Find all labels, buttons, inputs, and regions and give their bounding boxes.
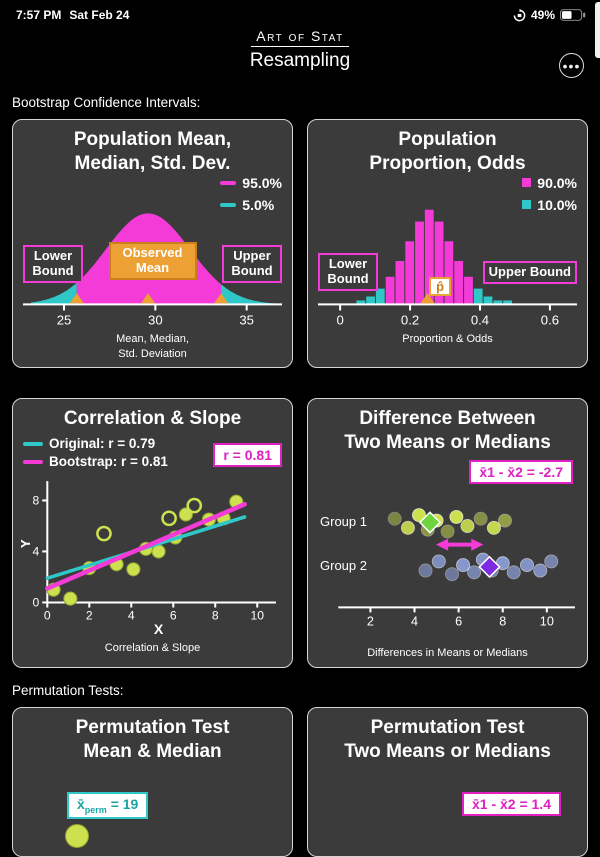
lower-bound-label: Lower Bound bbox=[23, 244, 83, 283]
card-caption: Mean, Median, Std. Deviation bbox=[116, 333, 189, 360]
scatter-chart: 0 2 4 6 8 10 0 4 8 X Y bbox=[21, 473, 284, 637]
svg-text:Y: Y bbox=[21, 539, 34, 549]
badge-row: x̄1 - x̄2 = -2.7 bbox=[316, 456, 579, 484]
legend-label-5: 5.0% bbox=[242, 196, 275, 213]
card-title: Correlation & Slope bbox=[63, 407, 242, 429]
card-title: Permutation Test Mean & Median bbox=[75, 716, 230, 762]
card-caption: Proportion & Odds bbox=[402, 333, 493, 346]
badge-row: x̄perm = 19 bbox=[67, 792, 284, 819]
dotplot-chart: 2 4 6 8 10 Group 1 Group 2 bbox=[316, 488, 579, 643]
upper-bound-label: Upper Bound bbox=[222, 244, 282, 283]
svg-text:10: 10 bbox=[540, 614, 554, 628]
legend: 95.0% 5.0% bbox=[220, 175, 282, 213]
card-population-proportion[interactable]: Population Proportion, Odds 0 0.2 0.4 0.6 9… bbox=[307, 119, 588, 368]
section-permutation-label: Permutation Tests: bbox=[12, 682, 124, 698]
legend-swatch-original-icon bbox=[23, 441, 43, 446]
card-title: Difference Between Two Means or Medians bbox=[344, 407, 551, 454]
bootstrap-card-grid: Population Mean, Median, Std. Dev. 25 30 3… bbox=[0, 119, 600, 368]
phat-label: p̂ bbox=[429, 276, 452, 296]
rotation-lock-icon bbox=[513, 8, 526, 22]
svg-text:4: 4 bbox=[32, 545, 39, 559]
legend-label-bootstrap: Bootstrap: r = 0.81 bbox=[49, 454, 168, 470]
legend: 90.0% 10.0% bbox=[522, 175, 577, 213]
svg-text:30: 30 bbox=[148, 312, 163, 327]
legend-label-90: 90.0% bbox=[537, 174, 577, 191]
legend-swatch-90-icon bbox=[522, 178, 532, 188]
observed-mean-label: Observed Mean bbox=[108, 241, 197, 280]
legend-label-original: Original: r = 0.79 bbox=[49, 436, 156, 452]
histogram-plot: 0 0.2 0.4 0.6 bbox=[318, 209, 577, 327]
svg-text:25: 25 bbox=[57, 312, 72, 327]
card-title: Permutation Test Two Means or Medians bbox=[344, 716, 551, 762]
svg-text:8: 8 bbox=[499, 614, 506, 628]
svg-text:2: 2 bbox=[367, 614, 374, 628]
card-permutation-two-means[interactable]: Permutation Test Two Means or Medians x̄… bbox=[307, 706, 588, 857]
card-title: Population Proportion, Odds bbox=[369, 129, 526, 175]
bootstrap-card-grid-row2: Correlation & Slope Original: r = 0.79 B… bbox=[0, 397, 600, 668]
r-value-badge: r = 0.81 bbox=[213, 443, 282, 468]
svg-text:0: 0 bbox=[32, 596, 39, 610]
svg-text:4: 4 bbox=[411, 614, 418, 628]
battery-icon bbox=[560, 9, 586, 21]
card-population-mean[interactable]: Population Mean, Median, Std. Dev. 25 30 3… bbox=[12, 119, 293, 368]
card-caption: Differences in Means or Medians bbox=[367, 647, 528, 660]
difference-badge: x̄1 - x̄2 = -2.7 bbox=[469, 459, 573, 484]
svg-text:35: 35 bbox=[239, 312, 254, 327]
svg-text:2: 2 bbox=[86, 609, 93, 623]
permutation-card-grid: Permutation Test Mean & Median x̄perm = … bbox=[0, 706, 600, 857]
status-time: 7:57 PM bbox=[16, 8, 62, 22]
dot-plot: 2 4 6 8 10 bbox=[338, 507, 575, 628]
header: Art of Stat Resampling ••• bbox=[0, 27, 600, 82]
svg-text:8: 8 bbox=[212, 609, 219, 623]
svg-text:10: 10 bbox=[250, 609, 264, 623]
svg-text:0.6: 0.6 bbox=[541, 312, 559, 327]
scrollbar[interactable] bbox=[595, 2, 600, 58]
badge-row: x̄1 - x̄2 = 1.4 bbox=[316, 792, 561, 817]
legend-swatch-bootstrap-icon bbox=[23, 459, 43, 464]
section-bootstrap-label: Bootstrap Confidence Intervals: bbox=[12, 95, 201, 110]
data-point-partial bbox=[65, 823, 89, 848]
svg-text:0: 0 bbox=[336, 312, 343, 327]
svg-text:8: 8 bbox=[32, 494, 39, 508]
legend-and-badge: Original: r = 0.79 Bootstrap: r = 0.81 r… bbox=[21, 431, 284, 469]
card-difference-means[interactable]: Difference Between Two Means or Medians … bbox=[307, 397, 588, 668]
svg-text:0.2: 0.2 bbox=[401, 312, 419, 327]
group2-label: Group 2 bbox=[320, 557, 367, 573]
legend-label-95: 95.0% bbox=[242, 174, 282, 191]
svg-text:6: 6 bbox=[455, 614, 462, 628]
upper-bound-label: Upper Bound bbox=[482, 260, 577, 284]
svg-text:X: X bbox=[154, 622, 164, 637]
legend-swatch-5-icon bbox=[220, 202, 237, 207]
page-title: Resampling bbox=[249, 50, 351, 71]
app-title: Art of Stat bbox=[251, 28, 349, 47]
card-caption: Correlation & Slope bbox=[104, 642, 201, 655]
perm-stat-badge: x̄perm = 19 bbox=[67, 792, 149, 819]
svg-text:6: 6 bbox=[170, 609, 177, 623]
difference-badge: x̄1 - x̄2 = 1.4 bbox=[461, 792, 561, 817]
status-bar: 7:57 PM Sat Feb 24 49% bbox=[0, 0, 600, 27]
card-permutation-mean[interactable]: Permutation Test Mean & Median x̄perm = … bbox=[12, 706, 293, 857]
lower-bound-label: Lower Bound bbox=[318, 252, 378, 291]
svg-text:0.4: 0.4 bbox=[471, 312, 489, 327]
card-title: Population Mean, Median, Std. Dev. bbox=[73, 129, 232, 175]
bootstrap-distribution-chart: 25 30 35 95.0% 5.0% Lower Bound Observed M… bbox=[21, 175, 284, 329]
scatter-plot: 0 2 4 6 8 10 0 4 8 X Y bbox=[21, 481, 276, 637]
group1-label: Group 1 bbox=[320, 513, 367, 529]
legend-label-10: 10.0% bbox=[537, 196, 577, 213]
svg-text:0: 0 bbox=[44, 609, 51, 623]
battery-percent: 49% bbox=[530, 8, 555, 22]
legend-swatch-95-icon bbox=[220, 180, 237, 185]
legend: Original: r = 0.79 Bootstrap: r = 0.81 bbox=[23, 433, 168, 469]
svg-text:4: 4 bbox=[128, 609, 135, 623]
card-correlation-slope[interactable]: Correlation & Slope Original: r = 0.79 B… bbox=[12, 397, 293, 668]
status-date: Sat Feb 24 bbox=[69, 8, 130, 22]
more-button[interactable]: ••• bbox=[559, 53, 584, 78]
legend-swatch-10-icon bbox=[522, 200, 532, 210]
bootstrap-histogram-chart: 0 0.2 0.4 0.6 90.0% 10.0% Lower Bound p̂ Up… bbox=[316, 175, 579, 329]
